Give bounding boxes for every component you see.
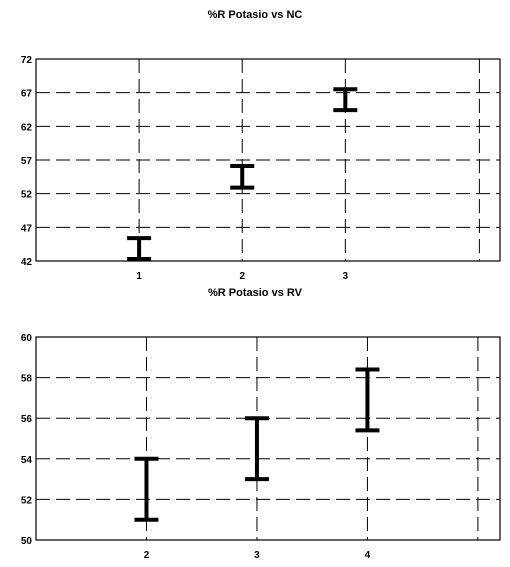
- chart-2-ytick-label: 50: [21, 536, 33, 547]
- chart-1-ytick-label: 52: [21, 190, 33, 201]
- chart-1-ytick-label: 62: [21, 122, 33, 133]
- chart-2-xtick-label: 2: [144, 550, 150, 561]
- chart-1-ytick-label: 67: [21, 89, 33, 100]
- chart-2-ytick-label: 58: [21, 374, 33, 385]
- chart-1-frame: [35, 58, 501, 262]
- chart-2-title: %R Potasio vs RV: [208, 287, 302, 299]
- chart-2-frame: [35, 336, 501, 541]
- chart-1-ytick-label: 42: [21, 257, 33, 268]
- chart-1-ytick-label: 72: [21, 55, 33, 66]
- chart-2-ytick-label: 60: [21, 333, 33, 344]
- chart-2-ytick-label: 52: [21, 495, 33, 506]
- chart-1-xtick-label: 1: [136, 271, 142, 282]
- chart-2-xtick-label: 4: [365, 550, 371, 561]
- chart-1-title: %R Potasio vs NC: [207, 9, 303, 21]
- chart-2-ytick-label: 54: [21, 455, 33, 466]
- chart-1-ytick-label: 57: [21, 156, 33, 167]
- chart-1-xtick-label: 3: [343, 271, 349, 282]
- chart-1-ytick-label: 47: [21, 223, 33, 234]
- chart-2-ytick-label: 56: [21, 414, 33, 425]
- chart-2-xtick-label: 3: [254, 550, 260, 561]
- chart-1-xtick-label: 2: [239, 271, 245, 282]
